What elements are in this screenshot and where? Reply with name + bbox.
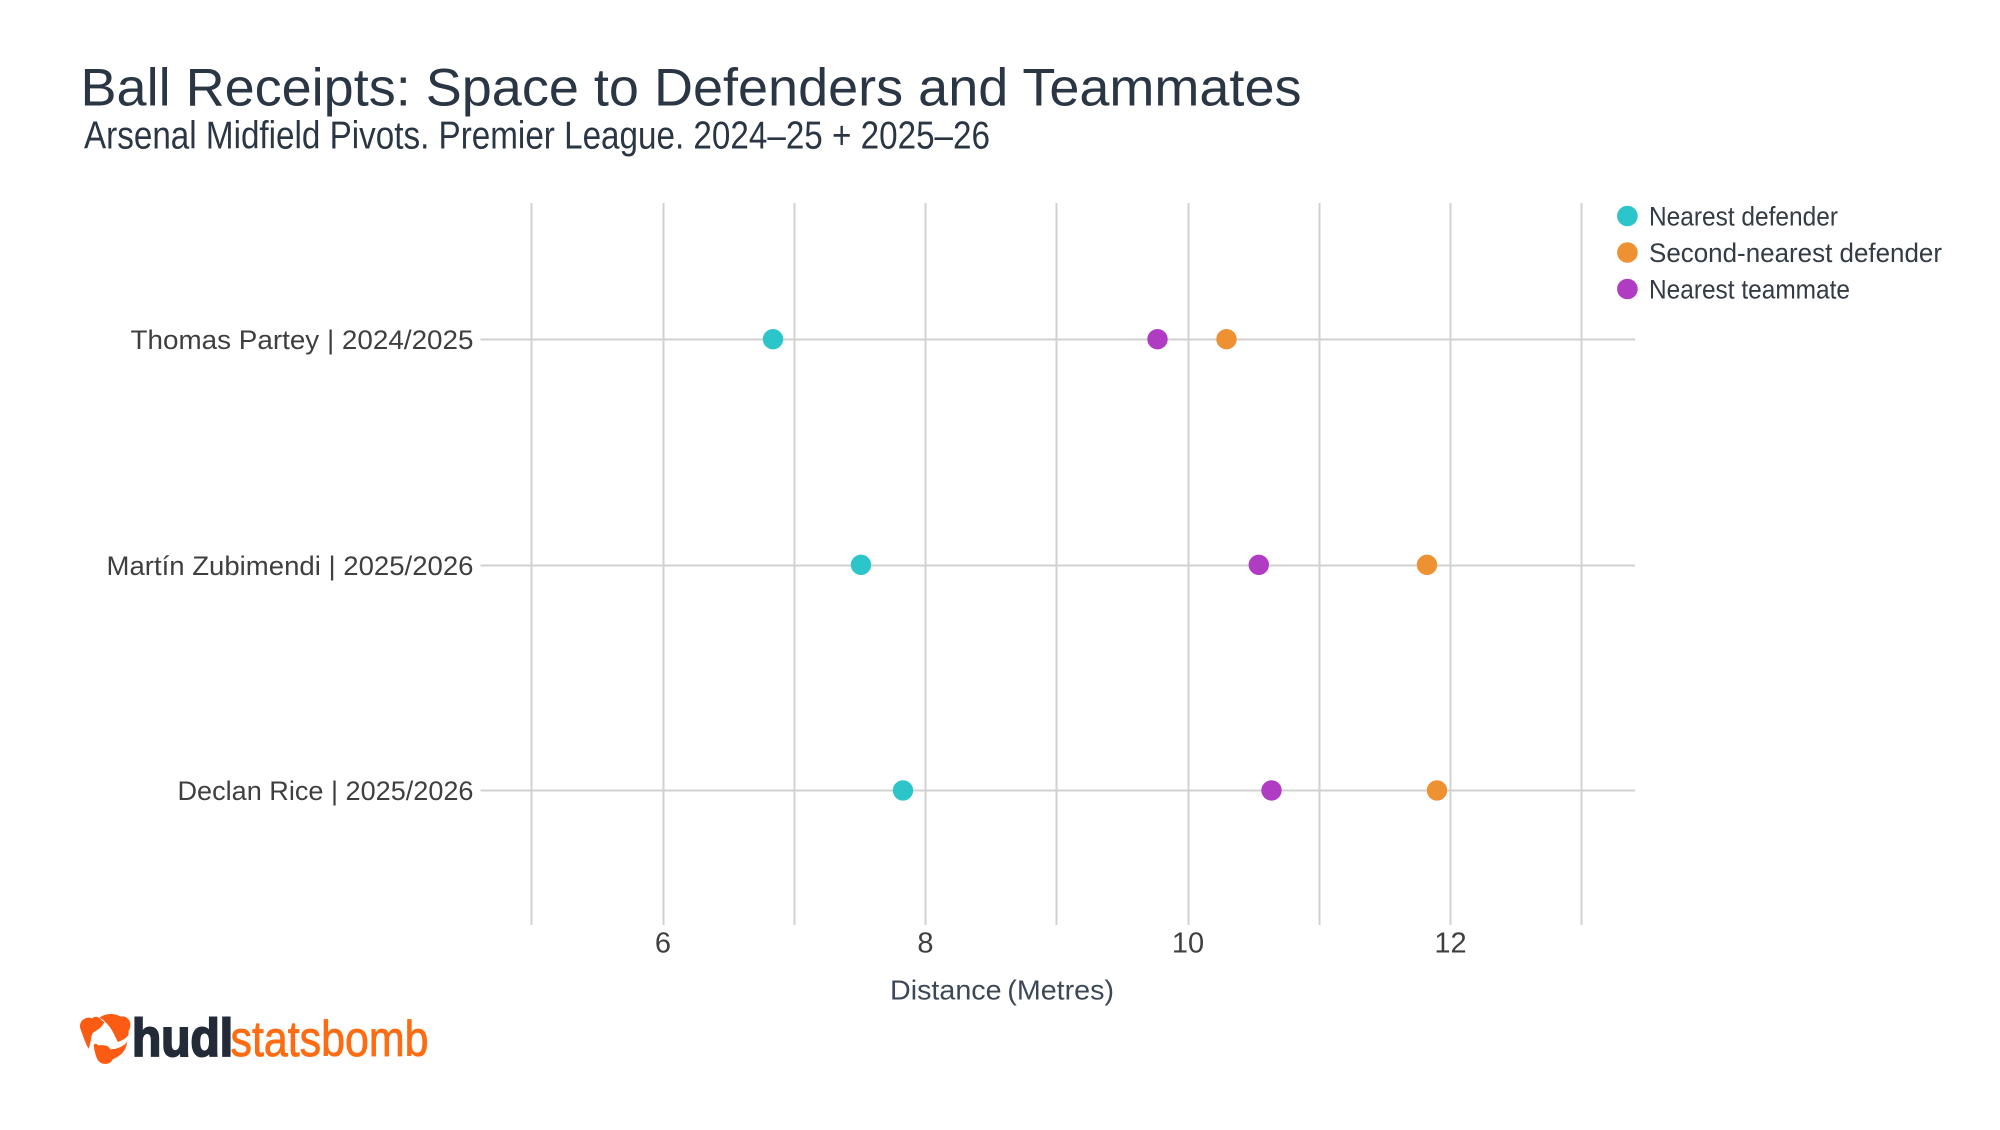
svg-text:hudl: hudl (132, 1009, 233, 1068)
svg-text:Second-nearest defender: Second-nearest defender (1649, 238, 1942, 268)
svg-text:6: 6 (655, 928, 671, 960)
svg-text:10: 10 (1172, 928, 1204, 960)
svg-text:Thomas Partey | 2024/2025: Thomas Partey | 2024/2025 (131, 325, 474, 355)
svg-text:Martín Zubimendi | 2025/2026: Martín Zubimendi | 2025/2026 (107, 551, 474, 581)
svg-text:statsbomb: statsbomb (231, 1011, 429, 1067)
svg-text:Distance (Metres): Distance (Metres) (890, 974, 1114, 1006)
svg-text:Nearest teammate: Nearest teammate (1649, 275, 1850, 305)
svg-text:12: 12 (1434, 928, 1466, 960)
svg-text:Ball Receipts: Space to Defend: Ball Receipts: Space to Defenders and Te… (81, 58, 1302, 117)
svg-text:Declan Rice | 2025/2026: Declan Rice | 2025/2026 (178, 776, 474, 806)
svg-text:8: 8 (917, 928, 933, 960)
svg-text:Arsenal Midfield Pivots. Premi: Arsenal Midfield Pivots. Premier League.… (84, 114, 990, 157)
svg-text:Nearest defender: Nearest defender (1649, 202, 1838, 232)
